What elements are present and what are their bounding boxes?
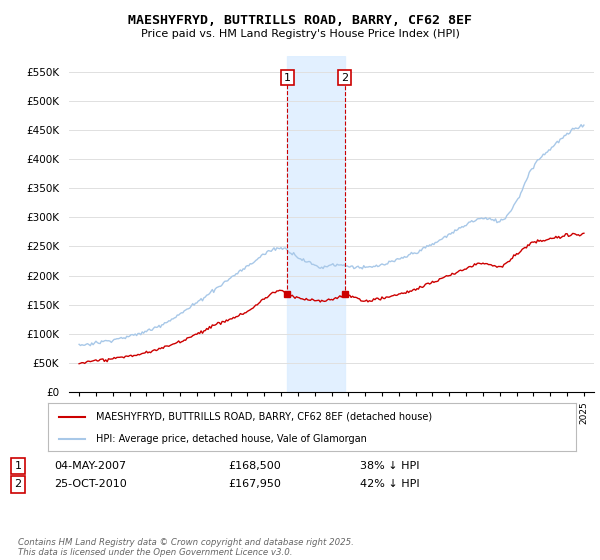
Text: HPI: Average price, detached house, Vale of Glamorgan: HPI: Average price, detached house, Vale… [95,434,367,444]
Text: Price paid vs. HM Land Registry's House Price Index (HPI): Price paid vs. HM Land Registry's House … [140,29,460,39]
Text: £167,950: £167,950 [228,479,281,489]
Text: MAESHYFRYD, BUTTRILLS ROAD, BARRY, CF62 8EF: MAESHYFRYD, BUTTRILLS ROAD, BARRY, CF62 … [128,14,472,27]
Text: 38% ↓ HPI: 38% ↓ HPI [360,461,419,471]
Text: 1: 1 [14,461,22,471]
Text: 1: 1 [284,73,291,82]
Text: £168,500: £168,500 [228,461,281,471]
Text: 04-MAY-2007: 04-MAY-2007 [54,461,126,471]
Text: 42% ↓ HPI: 42% ↓ HPI [360,479,419,489]
Text: 2: 2 [341,73,349,82]
Bar [287,56,345,392]
Text: 25-OCT-2010: 25-OCT-2010 [54,479,127,489]
Text: Contains HM Land Registry data © Crown copyright and database right 2025.
This d: Contains HM Land Registry data © Crown c… [18,538,354,557]
Text: MAESHYFRYD, BUTTRILLS ROAD, BARRY, CF62 8EF (detached house): MAESHYFRYD, BUTTRILLS ROAD, BARRY, CF62 … [95,412,431,422]
Text: 2: 2 [14,479,22,489]
